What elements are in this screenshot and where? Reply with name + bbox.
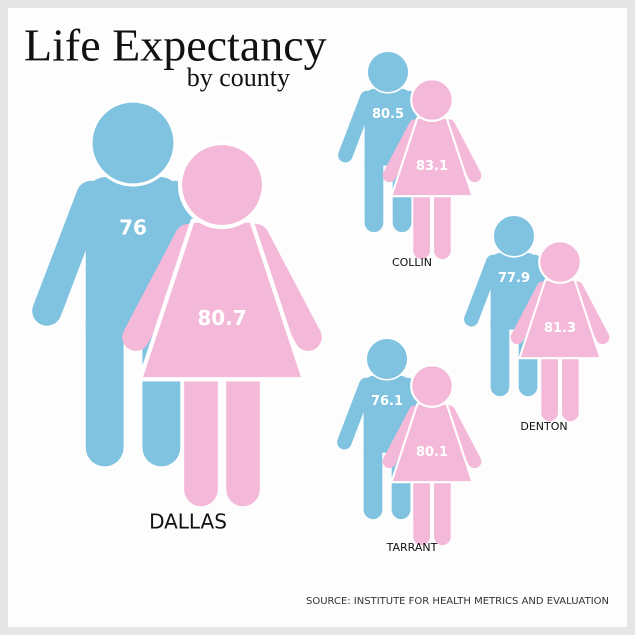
female-figure <box>382 364 482 546</box>
head <box>89 99 177 187</box>
value-label: 77.9 <box>498 271 530 286</box>
head <box>410 364 454 408</box>
female-figure <box>122 140 322 507</box>
head <box>366 50 410 94</box>
category-label: DALLAS <box>149 510 227 534</box>
arm <box>464 254 501 327</box>
head <box>177 140 267 230</box>
category-label: COLLIN <box>392 256 432 269</box>
value-label: 80.5 <box>372 107 404 122</box>
arm <box>32 180 106 326</box>
value-label: 76 <box>119 216 147 240</box>
head <box>410 78 454 122</box>
source-note: SOURCE: INSTITUTE FOR HEALTH METRICS AND… <box>306 596 609 607</box>
value-label: 83.1 <box>416 159 448 174</box>
category-label: DENTON <box>520 420 567 433</box>
head <box>365 337 409 381</box>
chart-subtitle: by county <box>187 63 290 92</box>
chart-title: Life Expectancy <box>24 20 327 71</box>
value-label: 81.3 <box>544 321 576 336</box>
value-label: 76.1 <box>371 394 403 409</box>
head <box>538 240 582 284</box>
value-label: 80.1 <box>416 445 448 460</box>
head <box>492 214 536 258</box>
category-label: TARRANT <box>386 541 438 554</box>
value-label: 80.7 <box>197 306 246 330</box>
female-figure <box>510 240 610 422</box>
arm <box>338 90 375 163</box>
arm <box>337 377 374 450</box>
female-figure <box>382 78 482 260</box>
